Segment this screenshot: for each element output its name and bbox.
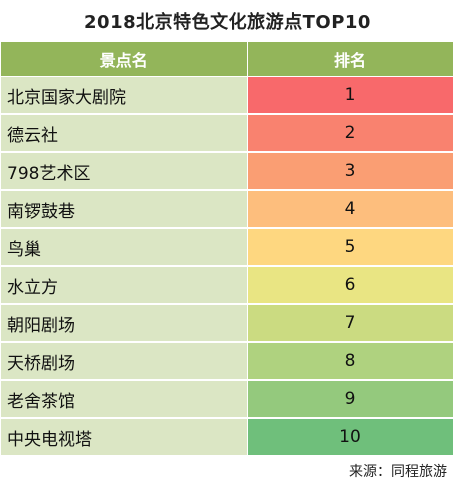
rank-cell: 1 [247,76,454,115]
attraction-name-cell: 鸟巢 [1,228,248,267]
attraction-name-cell: 北京国家大剧院 [1,76,248,115]
table-row: 南锣鼓巷 4 [1,190,454,229]
rank-cell: 4 [247,190,454,229]
rank-cell: 2 [247,114,454,153]
table-row: 798艺术区 3 [1,152,454,191]
rank-cell: 9 [247,380,454,419]
rank-cell: 6 [247,266,454,305]
attraction-name-cell: 水立方 [1,266,248,305]
chart-title: 2018北京特色文化旅游点TOP10 [84,12,371,33]
attraction-name-cell: 德云社 [1,114,248,153]
rank-cell: 8 [247,342,454,381]
attraction-name-cell: 老舍茶馆 [1,380,248,419]
rank-cell: 3 [247,152,454,191]
column-header-rank: 排名 [247,42,454,77]
table-row: 老舍茶馆 9 [1,380,454,419]
table-row: 天桥剧场 8 [1,342,454,381]
attraction-name-cell: 天桥剧场 [1,342,248,381]
source-note: 来源：同程旅游 [349,464,447,480]
table-row: 朝阳剧场 7 [1,304,454,343]
rank-cell: 7 [247,304,454,343]
table-row: 德云社 2 [1,114,454,153]
table-body: 北京国家大剧院 1 德云社 2 798艺术区 3 南锣鼓巷 4 鸟巢 5 水立方 6 朝阳剧场 7 天桥剧场… [1,76,454,457]
table-row: 鸟巢 5 [1,228,454,267]
rank-cell: 10 [247,418,454,457]
rank-cell: 5 [247,228,454,267]
column-header-name: 景点名 [1,42,248,77]
table-header-row: 景点名 排名 [1,42,454,77]
table-row: 水立方 6 [1,266,454,305]
attraction-name-cell: 798艺术区 [1,152,248,191]
attraction-name-cell: 南锣鼓巷 [1,190,248,229]
table-row: 北京国家大剧院 1 [1,76,454,115]
attraction-name-cell: 中央电视塔 [1,418,248,457]
attraction-name-cell: 朝阳剧场 [1,304,248,343]
table-row: 中央电视塔 10 [1,418,454,457]
ranking-table: 景点名 排名 北京国家大剧院 1 德云社 2 798艺术区 3 南锣鼓巷 4 鸟巢 5 水立方 6 朝阳… [1,42,454,457]
